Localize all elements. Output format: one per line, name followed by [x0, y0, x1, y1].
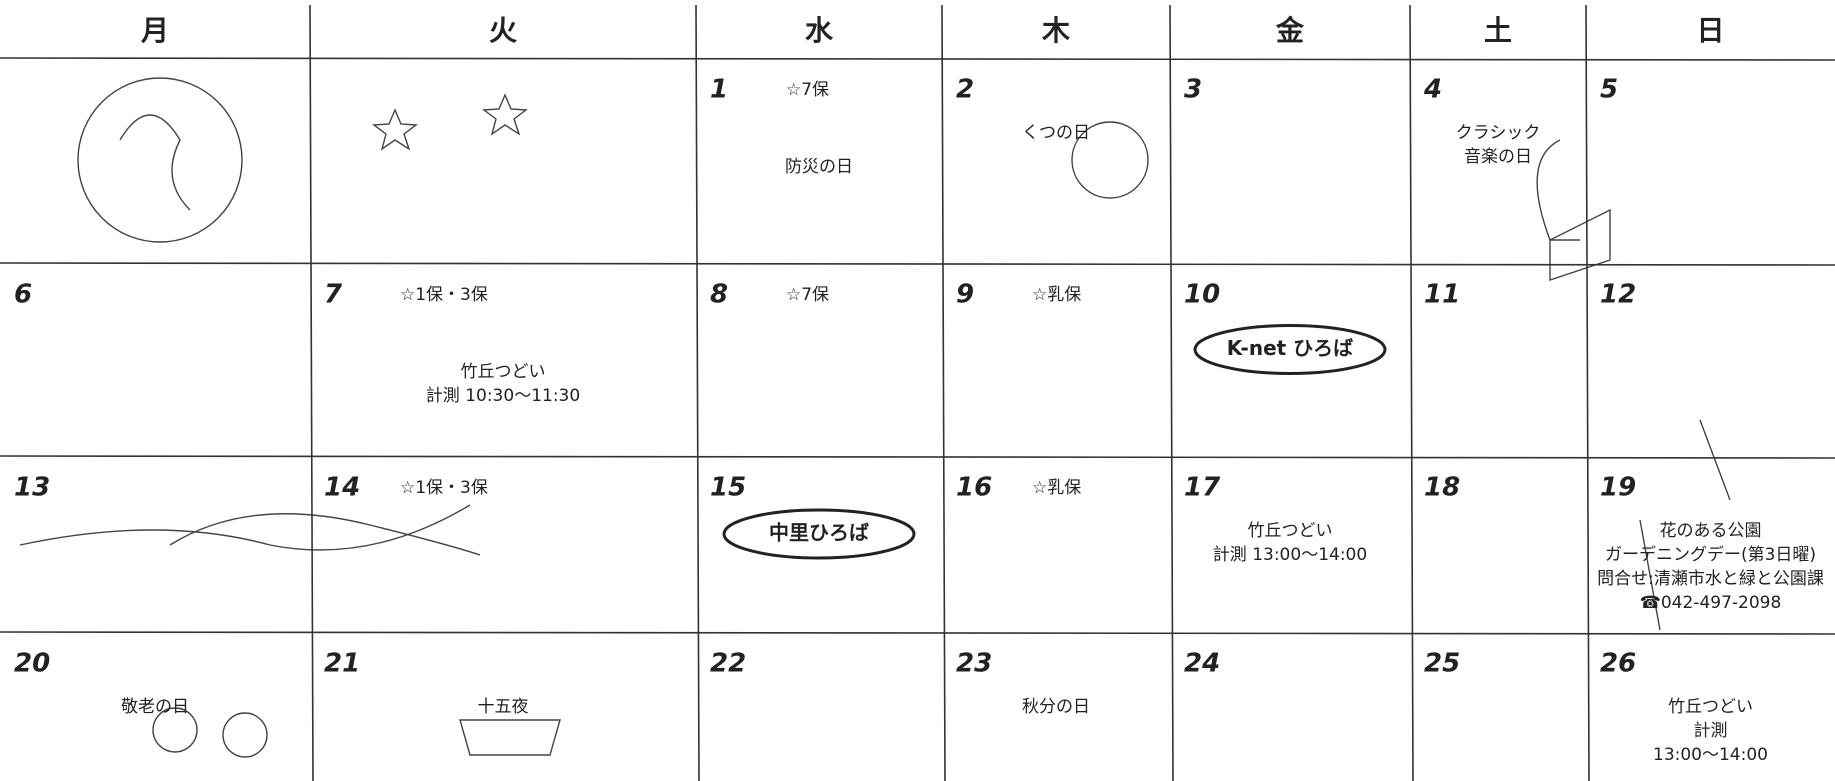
event-note: 問合せ:清瀬市水と緑と公園課 — [1597, 569, 1824, 589]
day-number: 11 — [1424, 280, 1460, 310]
event-note: 計測 10:30〜11:30 — [426, 386, 580, 406]
weekday-label: 金 — [1275, 14, 1305, 47]
star-drawing — [372, 108, 418, 151]
dango-stand-drawing — [459, 719, 561, 756]
day-number: 15 — [710, 473, 746, 503]
event-note: 竹丘つどい — [1668, 697, 1753, 717]
cow-drawing — [1071, 121, 1149, 199]
event-note: 防災の日 — [785, 157, 853, 177]
event-note: 竹丘つどい — [461, 362, 546, 382]
gramophone-drawing — [1536, 139, 1611, 281]
event-note: 秋分の日 — [1022, 697, 1090, 717]
rabbit-drawing — [119, 114, 191, 211]
day-number: 24 — [1184, 649, 1220, 679]
weekday-label: 木 — [1041, 14, 1070, 47]
event-note: 花のある公園 — [1660, 521, 1762, 541]
row-divider — [0, 57, 1835, 61]
day-number: 5 — [1600, 75, 1618, 105]
day-number: 18 — [1424, 473, 1460, 503]
event-note: くつの日 — [1022, 123, 1090, 143]
row-divider — [0, 631, 1835, 635]
day-number: 14 — [324, 473, 360, 503]
event-note: 敬老の日 — [121, 697, 189, 717]
face-drawing — [152, 707, 198, 753]
weekday-label: 水 — [805, 14, 834, 47]
column-divider — [695, 4, 700, 781]
day-number: 26 — [1600, 649, 1636, 679]
weekday-label: 土 — [1484, 14, 1512, 47]
weekday-label: 月 — [140, 14, 169, 47]
event-note: 計測 — [1694, 721, 1728, 741]
event-note: 十五夜 — [478, 697, 529, 717]
moon-drawing — [77, 77, 243, 243]
day-number: 19 — [1600, 473, 1636, 503]
day-number: 3 — [1184, 75, 1202, 105]
event-badge-outline — [1193, 324, 1387, 375]
weekday-label: 日 — [1696, 14, 1724, 47]
column-divider — [1585, 4, 1590, 781]
event-note: クラシック — [1456, 123, 1541, 143]
face-drawing — [222, 712, 268, 758]
day-number: 22 — [710, 649, 746, 679]
weekday-label: 火 — [489, 14, 517, 47]
event-badge: K-net ひろば — [1227, 336, 1353, 360]
column-divider — [1169, 4, 1174, 781]
event-note: ☆1保・3保 — [400, 478, 488, 498]
event-note: ☆乳保 — [1032, 478, 1081, 498]
event-note: 竹丘つどい — [1248, 521, 1333, 541]
event-badge: 中里ひろば — [769, 521, 869, 545]
day-number: 13 — [14, 473, 50, 503]
column-divider — [941, 4, 946, 781]
day-number: 2 — [956, 75, 974, 105]
day-number: 7 — [324, 280, 343, 310]
event-note: 音楽の日 — [1464, 147, 1532, 167]
day-number: 21 — [324, 649, 360, 679]
day-number: 16 — [956, 473, 992, 503]
event-badge-outline — [722, 508, 916, 560]
event-note: ☆7保 — [786, 80, 829, 100]
day-number: 25 — [1424, 649, 1460, 679]
day-number: 4 — [1423, 75, 1442, 105]
event-note: 13:00〜14:00 — [1653, 745, 1768, 765]
day-number: 17 — [1184, 473, 1221, 503]
column-divider — [309, 4, 314, 781]
event-note: ☆7保 — [786, 285, 829, 305]
event-note: ガーデニングデー(第3日曜) — [1605, 544, 1816, 565]
column-divider — [1409, 4, 1414, 781]
day-number: 12 — [1600, 280, 1636, 310]
decorations — [19, 77, 1731, 758]
event-note: ☎042-497-2098 — [1640, 593, 1782, 613]
event-note: ☆乳保 — [1032, 285, 1081, 305]
day-number: 23 — [956, 649, 992, 679]
day-number: 6 — [14, 280, 32, 310]
day-number: 1 — [710, 75, 728, 105]
hills-drawing — [19, 504, 481, 556]
event-note: ☆1保・3保 — [400, 285, 488, 305]
day-number: 20 — [14, 649, 50, 679]
day-number: 10 — [1184, 280, 1220, 310]
star-drawing — [482, 93, 528, 136]
event-note: 計測 13:00〜14:00 — [1213, 545, 1367, 565]
row-divider — [0, 455, 1835, 459]
flower-drawing — [1639, 419, 1731, 631]
day-number: 8 — [710, 280, 728, 310]
row-divider — [0, 262, 1835, 266]
day-number: 9 — [956, 280, 974, 310]
